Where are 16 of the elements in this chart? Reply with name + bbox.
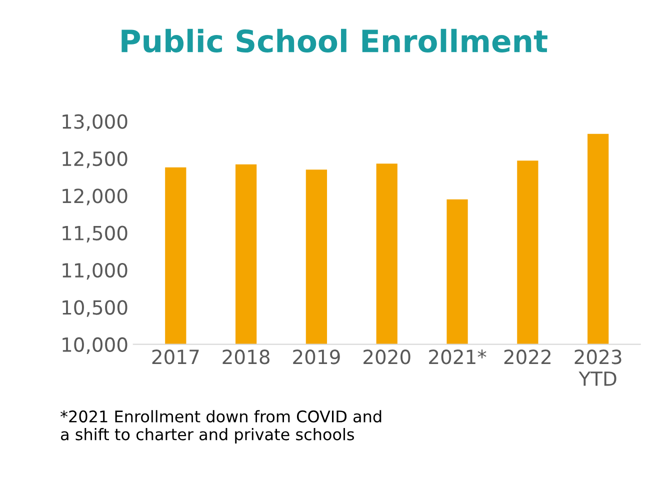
chart-title: Public School Enrollment [122, 28, 548, 53]
y-tick-label: 11,500 [62, 226, 128, 242]
y-tick-label: 10,000 [62, 337, 128, 354]
y-tick-label: 11,000 [62, 262, 128, 280]
x-tick-label: 2023 YTD [574, 350, 622, 386]
x-tick-label: 2019 [293, 350, 340, 364]
text: *2021 Enrollment down from COVID and a shift to charter and private schools [60, 410, 382, 444]
y-tick-label: 12,500 [62, 151, 128, 168]
x-tick-label: 2022 [504, 350, 550, 364]
x-tick-label: 2018 [222, 350, 270, 364]
y-tick-label: 12,000 [62, 188, 128, 206]
x-tick-label: 2017 [152, 350, 199, 364]
x-tick-label: 2021* [429, 350, 486, 364]
x-tick-label: 2020 [364, 350, 410, 364]
y-tick-label: 13,000 [62, 114, 128, 131]
y-tick-label: 10,500 [62, 300, 128, 317]
